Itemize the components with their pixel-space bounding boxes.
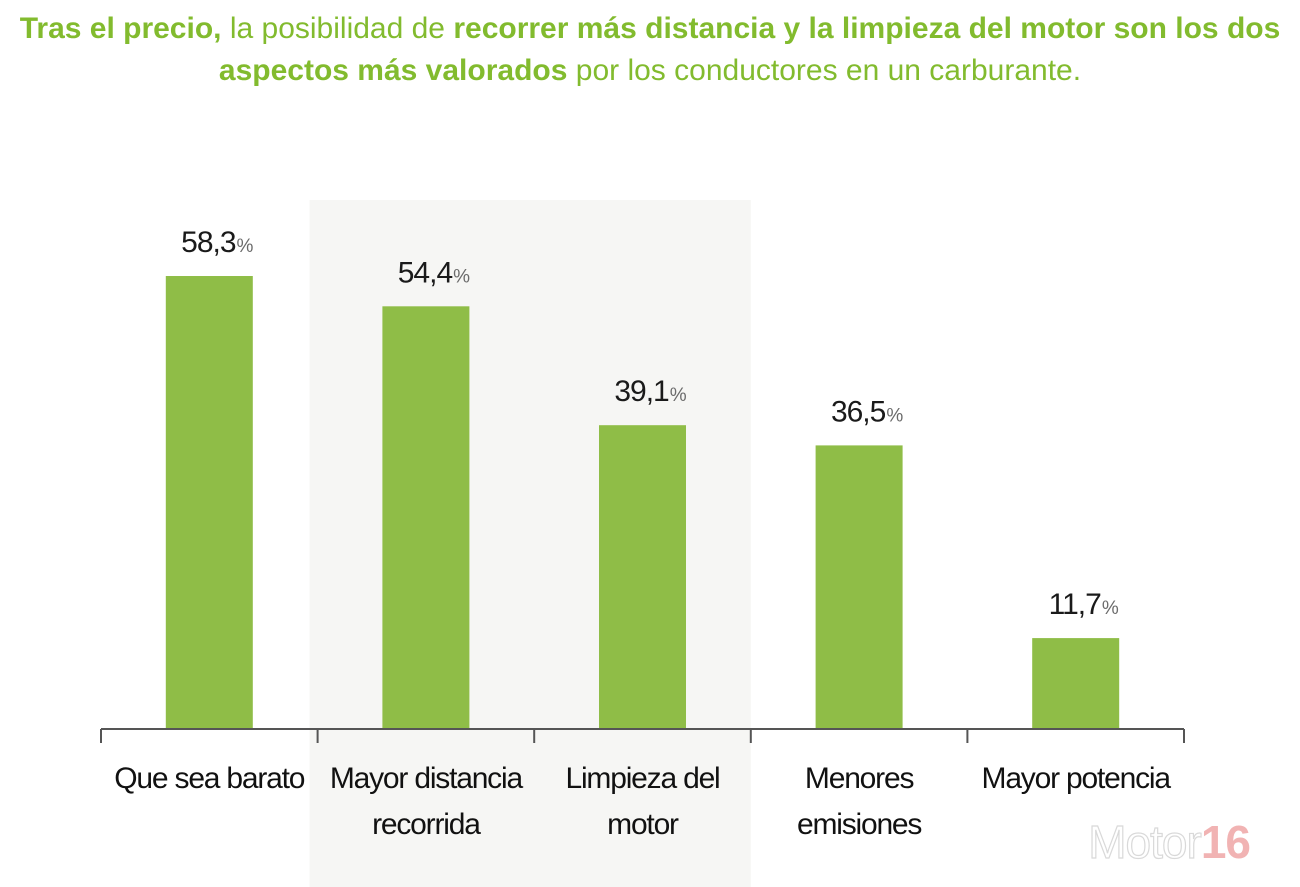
value-number: 36,5 <box>831 395 886 428</box>
bar <box>165 276 253 729</box>
bar <box>1032 638 1120 729</box>
category-label-group: Que sea barato Mayor distancia recorrida Li… <box>114 762 1172 841</box>
logo-word: Motor <box>1088 816 1201 868</box>
value-label: 58,3% <box>181 226 253 259</box>
value-label: 39,1% <box>614 375 686 408</box>
bar <box>815 445 903 729</box>
headline-segment: recorrer más distancia y la limpieza del… <box>218 12 1281 87</box>
value-label-group: 58,3%54,4%39,1% 36,5%11,7% <box>181 226 1119 621</box>
category-label-line: Limpieza del <box>565 762 719 795</box>
headline-segment: la posibilidad de <box>221 12 454 45</box>
value-number: 54,4 <box>398 256 453 289</box>
category-label: Mayor potencia <box>982 762 1172 795</box>
category-label-line: emisiones <box>797 808 921 841</box>
category-label-line: Menores <box>805 762 914 795</box>
value-percent-sign: % <box>1102 598 1119 619</box>
chart-headline: Tras el precio, la posibilidad de recorr… <box>0 8 1300 92</box>
category-label-line: recorrida <box>372 808 481 841</box>
value-label: 11,7% <box>1049 588 1119 621</box>
value-label: 36,5% <box>831 395 903 428</box>
category-label: Mayor distancia recorrida <box>330 762 524 841</box>
category-label-line: motor <box>607 808 679 841</box>
category-label-line: Mayor distancia <box>330 762 524 795</box>
value-number: 39,1 <box>614 375 669 408</box>
category-label: Limpieza del motor <box>565 762 719 841</box>
bar-group <box>165 276 1120 729</box>
headline-segment: Tras el precio, <box>19 12 222 45</box>
logo-number: 16 <box>1201 816 1250 868</box>
x-axis <box>100 728 1185 743</box>
category-label: Menores emisiones <box>797 762 921 841</box>
category-label: Que sea barato <box>114 762 305 795</box>
category-label-line: Mayor potencia <box>982 762 1172 795</box>
headline-segment: por los conductores en un carburante. <box>567 54 1082 87</box>
value-percent-sign: % <box>886 405 903 426</box>
value-percent-sign: % <box>670 385 687 406</box>
motor16-logo: Motor16 <box>1088 816 1250 868</box>
value-number: 11,7 <box>1049 588 1101 621</box>
bar <box>382 306 470 729</box>
category-label-line: Que sea barato <box>114 762 305 795</box>
value-percent-sign: % <box>453 266 470 287</box>
value-label: 54,4% <box>398 256 470 289</box>
value-number: 58,3 <box>181 226 236 259</box>
bar <box>599 425 686 729</box>
value-percent-sign: % <box>237 236 254 257</box>
